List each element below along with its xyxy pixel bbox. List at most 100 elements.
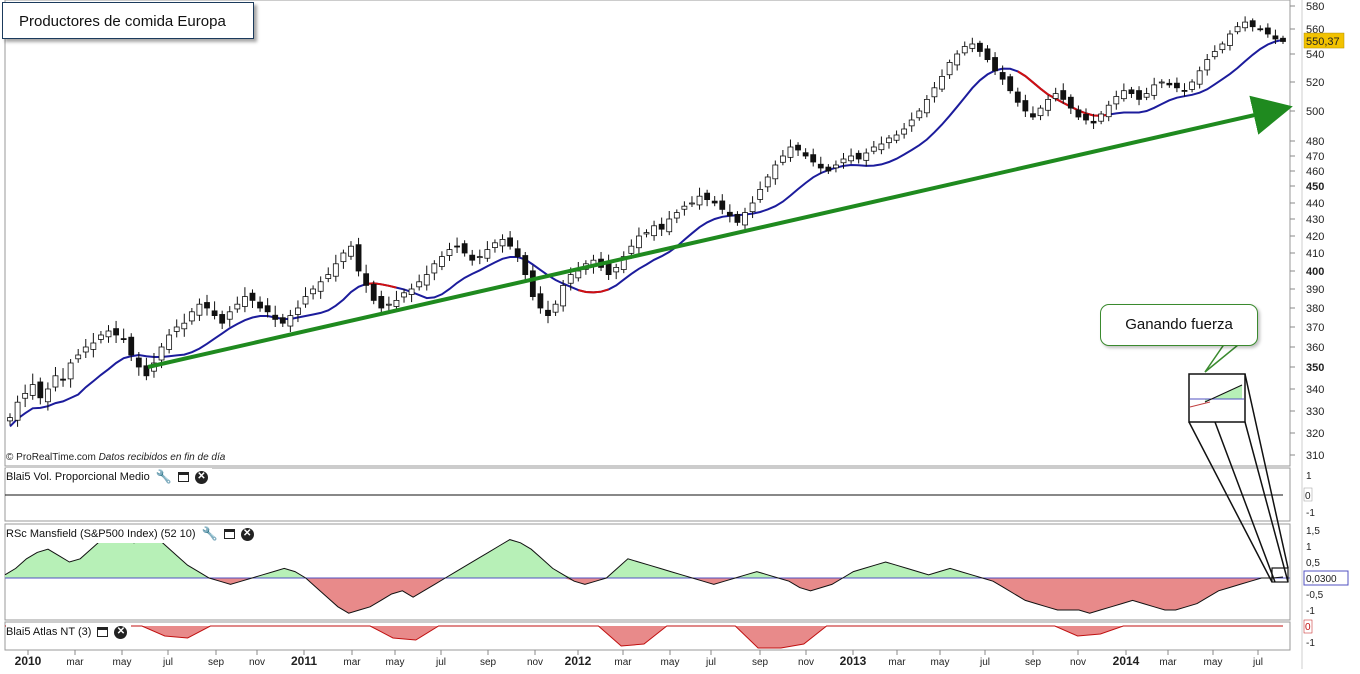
candle-body: [1014, 91, 1021, 103]
candle-body: [431, 263, 438, 274]
candle-body: [158, 346, 165, 361]
candle-body: [878, 143, 885, 151]
candle-body: [1174, 82, 1180, 89]
candle-body: [22, 392, 29, 399]
close-icon[interactable]: ✕: [114, 625, 128, 639]
candle-body: [1098, 113, 1105, 122]
x-tick-label: mar: [66, 657, 84, 668]
x-tick-label: sep: [208, 657, 225, 668]
mansfield-panel-header: RSc Mansfield (S&P500 Index) (52 10) 🔧 ✕: [6, 525, 258, 543]
candle-body: [1075, 109, 1082, 118]
x-tick-label: jul: [1252, 657, 1263, 668]
x-tick-label: jul: [162, 657, 173, 668]
candle-body: [833, 164, 839, 169]
candle-body: [143, 365, 150, 377]
candle-body: [492, 242, 498, 248]
candle-body: [14, 401, 21, 421]
candle-body: [696, 195, 703, 206]
candle-body: [1151, 84, 1158, 96]
candle-body: [545, 309, 551, 316]
candle-body: [1158, 81, 1165, 84]
candle-body: [817, 163, 824, 169]
volume-zero-marker: [1303, 487, 1313, 502]
moving-average-down-segment: [365, 282, 397, 289]
price-tick-label: 450: [1306, 181, 1324, 193]
mansfield-panel-label: RSc Mansfield (S&P500 Index) (52 10): [6, 528, 196, 540]
candle-body: [893, 134, 900, 141]
candle-body: [1136, 90, 1142, 100]
price-tick-label: 480: [1306, 136, 1324, 148]
candle-body: [120, 338, 127, 341]
close-icon[interactable]: ✕: [240, 527, 254, 541]
price-tick-label: 440: [1306, 198, 1324, 210]
candle-body: [44, 388, 51, 403]
candle-body: [954, 53, 961, 66]
zoom-connector: [1244, 373, 1289, 569]
candle-body: [52, 375, 59, 388]
credit-site: © ProRealTime.com: [6, 452, 96, 463]
candle-body: [279, 317, 286, 324]
current-price-marker: [1303, 32, 1345, 49]
candle-body: [219, 314, 226, 324]
candle-body: [999, 72, 1006, 80]
x-tick-label: sep: [1025, 657, 1042, 668]
volume-tick-label: 0: [1305, 491, 1311, 502]
wrench-icon[interactable]: 🔧: [155, 469, 172, 484]
x-tick-label: may: [1204, 657, 1223, 668]
price-tick-label: 520: [1306, 77, 1324, 89]
candle-body: [658, 223, 665, 230]
candle-body: [613, 266, 620, 273]
window-icon[interactable]: [177, 472, 189, 482]
candle-body: [29, 384, 36, 396]
price-tick-label: 540: [1306, 49, 1324, 61]
candle-body: [734, 213, 741, 223]
candle-body: [992, 57, 998, 72]
candle-body: [499, 238, 506, 247]
candle-body: [1257, 28, 1264, 31]
wrench-icon[interactable]: 🔧: [201, 526, 218, 541]
window-icon[interactable]: [223, 529, 235, 539]
candle-body: [1120, 90, 1127, 100]
volume-panel-label: Blai5 Vol. Proporcional Medio: [6, 471, 150, 483]
candle-body: [795, 144, 801, 151]
close-icon[interactable]: ✕: [194, 470, 208, 484]
candle-body: [469, 254, 476, 261]
trend-arrow: [147, 95, 1293, 369]
candle-body: [1052, 93, 1059, 99]
current-price-label: 550,37: [1306, 36, 1340, 48]
moving-average-down-segment: [578, 288, 609, 294]
candle-body: [461, 243, 468, 254]
price-tick-label: 370: [1306, 322, 1324, 334]
candle-body: [128, 336, 135, 356]
window-icon[interactable]: [97, 627, 109, 637]
candle-body: [90, 342, 97, 350]
candle-body: [1113, 96, 1120, 105]
candle-body: [1196, 70, 1203, 85]
candle-body: [454, 245, 460, 248]
candle-body: [1219, 43, 1226, 51]
candle-body: [211, 310, 218, 317]
panel-frame: [4, 0, 1291, 467]
x-tick-label: jul: [705, 657, 716, 668]
price-tick-label: 400: [1306, 266, 1324, 278]
x-tick-label: 2013: [840, 654, 867, 668]
candle-body: [901, 128, 908, 135]
rs-current-marker: [1303, 570, 1349, 586]
volume-tick-label: 1: [1306, 471, 1312, 482]
candle-body: [575, 270, 582, 279]
candle-body: [870, 146, 877, 152]
price-tick-label: 430: [1306, 214, 1324, 226]
candle-body: [75, 354, 82, 360]
candle-body: [726, 211, 733, 217]
candle-body: [287, 315, 294, 327]
atlas-line: [5, 625, 1283, 649]
candle-body: [416, 281, 423, 288]
candle-body: [1204, 59, 1211, 71]
chart-title: Productores de comida Europa: [2, 2, 254, 39]
atlas-panel-header: Blai5 Atlas NT (3) ✕: [6, 623, 132, 641]
candle-body: [476, 256, 483, 259]
x-tick-label: sep: [480, 657, 497, 668]
price-tick-label: 410: [1306, 248, 1324, 260]
x-tick-label: mar: [888, 657, 906, 668]
candle-body: [825, 166, 832, 172]
